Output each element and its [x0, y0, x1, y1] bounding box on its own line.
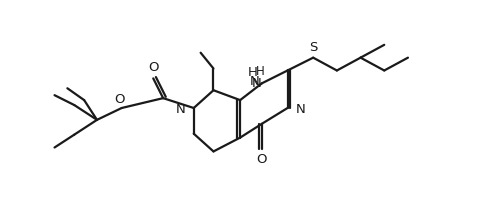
Text: H: H — [256, 65, 264, 78]
Text: N: N — [296, 104, 305, 117]
Text: N: N — [250, 75, 260, 88]
Text: H: H — [248, 66, 258, 79]
Text: N: N — [176, 104, 186, 117]
Text: O: O — [256, 153, 267, 166]
Text: O: O — [148, 61, 158, 74]
Text: O: O — [114, 93, 125, 106]
Text: N: N — [252, 77, 262, 90]
Text: S: S — [309, 41, 318, 54]
